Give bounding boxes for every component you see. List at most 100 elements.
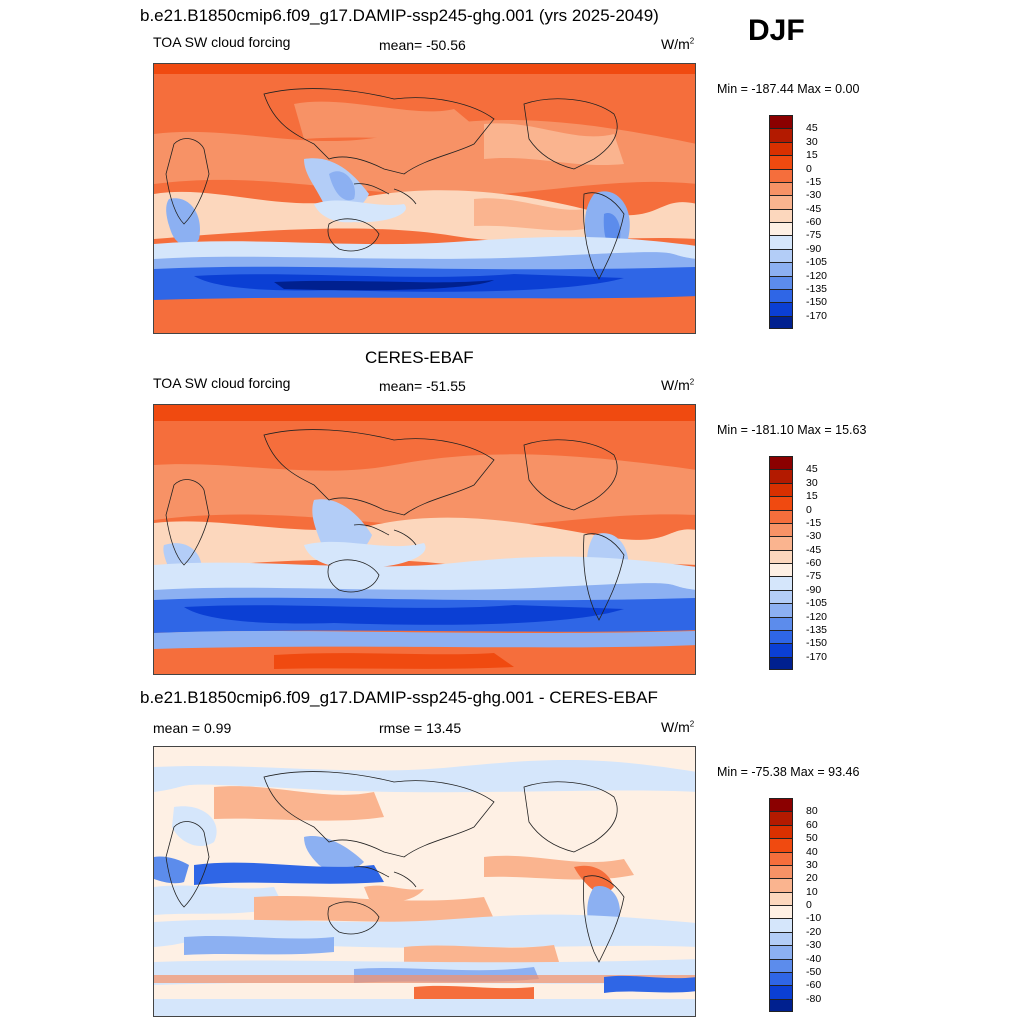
- colorbar-label: -50: [806, 965, 822, 978]
- colorbar-label: -80: [806, 992, 822, 1005]
- colorbar-label: -135: [806, 623, 828, 636]
- colorbar-swatch: [769, 496, 793, 510]
- panel1-map-svg: [154, 64, 695, 333]
- panel1-minmax: Min = -187.44 Max = 0.00: [717, 82, 860, 96]
- colorbar-label: -60: [806, 216, 822, 228]
- colorbar-swatch: [769, 864, 793, 879]
- colorbar-label: 30: [806, 135, 818, 148]
- panel1-units: W/m2: [661, 36, 695, 52]
- colorbar-label: -30: [806, 939, 822, 952]
- colorbar-label: -135: [806, 282, 828, 295]
- colorbar-swatch: [769, 128, 793, 142]
- colorbar-label: 30: [806, 858, 818, 871]
- colorbar-swatch: [769, 905, 793, 919]
- colorbar-label: -10: [806, 912, 822, 925]
- colorbar-label: -150: [806, 637, 828, 650]
- colorbar-swatch: [769, 656, 793, 670]
- colorbar-swatch: [769, 522, 793, 537]
- colorbar-swatch: [769, 549, 793, 563]
- colorbar-swatch: [769, 603, 793, 617]
- colorbar-swatch: [769, 288, 793, 303]
- colorbar-label: -40: [806, 952, 822, 965]
- colorbar-swatch: [769, 248, 793, 263]
- colorbar-swatch: [769, 811, 793, 825]
- colorbar-swatch: [769, 971, 793, 986]
- colorbar-label: -105: [806, 256, 828, 269]
- panel2-colorbar: [769, 456, 793, 670]
- colorbar-label: -60: [806, 557, 822, 569]
- panel3-mean: mean = 0.99: [153, 720, 232, 736]
- panel2-minmax: Min = -181.10 Max = 15.63: [717, 423, 867, 437]
- colorbar-swatch: [769, 798, 793, 812]
- colorbar-label: -170: [806, 650, 828, 663]
- colorbar-label: 30: [806, 476, 818, 489]
- colorbar-swatch: [769, 998, 793, 1012]
- panel2-map-svg: [154, 405, 695, 674]
- colorbar-swatch: [769, 509, 793, 523]
- panel1-map: [153, 63, 696, 334]
- colorbar-swatch: [769, 469, 793, 483]
- colorbar-label: 20: [806, 872, 818, 885]
- colorbar-label: -30: [806, 530, 822, 543]
- colorbar-swatch: [769, 482, 793, 497]
- colorbar-swatch: [769, 115, 793, 129]
- colorbar-swatch: [769, 918, 793, 932]
- colorbar-label: -120: [806, 269, 828, 282]
- colorbar-swatch: [769, 262, 793, 276]
- colorbar-label: 15: [806, 490, 818, 503]
- colorbar-label: -30: [806, 189, 822, 202]
- panel2-mean: mean= -51.55: [379, 378, 466, 394]
- panel1-title: b.e21.B1850cmip6.f09_g17.DAMIP-ssp245-gh…: [140, 6, 659, 25]
- panel3-title: b.e21.B1850cmip6.f09_g17.DAMIP-ssp245-gh…: [140, 688, 658, 707]
- panel1-colorbar: [769, 115, 793, 329]
- colorbar-label: -15: [806, 175, 822, 188]
- colorbar-swatch: [769, 958, 793, 972]
- colorbar-label: -150: [806, 296, 828, 309]
- colorbar-swatch: [769, 181, 793, 196]
- colorbar-label: 0: [806, 503, 812, 516]
- colorbar-swatch: [769, 315, 793, 329]
- colorbar-label: 10: [806, 885, 818, 898]
- colorbar-swatch: [769, 589, 793, 604]
- colorbar-swatch: [769, 141, 793, 156]
- colorbar-swatch: [769, 222, 793, 236]
- season-label: DJF: [748, 14, 805, 47]
- colorbar-label: 45: [806, 122, 818, 135]
- colorbar-swatch: [769, 155, 793, 169]
- colorbar-label: 45: [806, 463, 818, 476]
- colorbar-swatch: [769, 891, 793, 905]
- colorbar-label: -90: [806, 583, 822, 596]
- colorbar-label: -15: [806, 516, 822, 529]
- panel3-map-svg: [154, 747, 695, 1016]
- colorbar-swatch: [769, 563, 793, 577]
- colorbar-swatch: [769, 168, 793, 182]
- colorbar-swatch: [769, 878, 793, 892]
- colorbar-label: 50: [806, 832, 818, 845]
- panel2-units: W/m2: [661, 377, 695, 393]
- panel1-mean: mean= -50.56: [379, 37, 466, 53]
- panel3-map: [153, 746, 696, 1017]
- panel2-map: [153, 404, 696, 675]
- panel3-minmax: Min = -75.38 Max = 93.46: [717, 765, 860, 779]
- colorbar-swatch: [769, 208, 793, 222]
- colorbar-swatch: [769, 275, 793, 289]
- colorbar-label: -75: [806, 229, 822, 242]
- colorbar-swatch: [769, 931, 793, 946]
- panel3-units: W/m2: [661, 719, 695, 735]
- colorbar-label: -60: [806, 979, 822, 992]
- colorbar-label: 40: [806, 845, 818, 858]
- colorbar-swatch: [769, 643, 793, 657]
- colorbar-swatch: [769, 195, 793, 209]
- colorbar-swatch: [769, 629, 793, 644]
- colorbar-label: 0: [806, 899, 812, 911]
- colorbar-swatch: [769, 851, 793, 865]
- colorbar-label: -75: [806, 570, 822, 583]
- colorbar-label: 0: [806, 162, 812, 175]
- colorbar-swatch: [769, 616, 793, 630]
- colorbar-swatch: [769, 838, 793, 852]
- colorbar-label: -45: [806, 202, 822, 215]
- colorbar-swatch: [769, 945, 793, 959]
- colorbar-swatch: [769, 235, 793, 249]
- colorbar-swatch: [769, 302, 793, 316]
- colorbar-label: -170: [806, 309, 828, 322]
